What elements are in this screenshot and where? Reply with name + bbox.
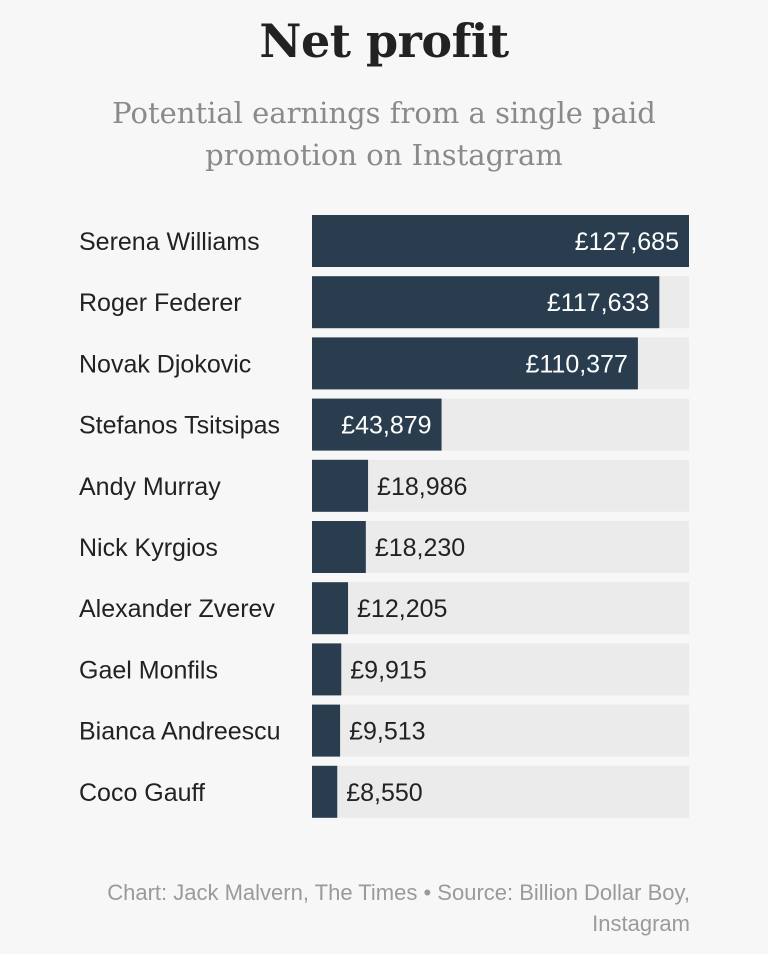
bar <box>312 337 638 390</box>
bar <box>312 643 342 696</box>
category-label: Stefanos Tsitsipas <box>79 412 280 440</box>
bar <box>312 276 660 329</box>
bar <box>312 398 442 451</box>
value-label: £9,513 <box>349 718 425 746</box>
category-label: Andy Murray <box>79 473 221 501</box>
category-label: Roger Federer <box>79 289 242 317</box>
bar <box>312 459 369 512</box>
bar <box>312 521 366 573</box>
bar-track <box>312 765 689 818</box>
value-label: £18,986 <box>377 473 467 501</box>
bar-chart: Serena Williams £127,685 Roger Federer £117… <box>79 215 689 818</box>
category-label: Coco Gauff <box>79 779 205 807</box>
chart-credit: Chart: Jack Malvern, The Times • Source:… <box>107 880 690 936</box>
category-label: Gael Monfils <box>79 656 218 684</box>
bar-track <box>312 704 689 757</box>
category-label: Alexander Zverev <box>79 595 275 623</box>
value-label: £127,685 <box>575 228 679 256</box>
bar-track <box>312 643 689 696</box>
bar <box>312 582 349 635</box>
bar <box>312 215 689 267</box>
value-label: £9,915 <box>350 656 426 684</box>
category-label: Nick Kyrgios <box>79 534 218 562</box>
chart-subtitle: Potential earnings from a single paid pr… <box>112 96 656 172</box>
bar-track <box>312 459 689 512</box>
value-label: £110,377 <box>525 350 627 378</box>
category-label: Novak Djokovic <box>79 350 251 378</box>
value-label: £43,879 <box>341 412 431 440</box>
bar-track <box>312 521 689 573</box>
category-label: Serena Williams <box>79 228 260 256</box>
bar-track <box>312 582 689 635</box>
category-label: Bianca Andreescu <box>79 718 281 746</box>
chart-title: Net profit <box>259 14 509 68</box>
value-label: £18,230 <box>375 534 465 562</box>
value-label: £8,550 <box>346 779 422 807</box>
bar <box>312 765 338 818</box>
bar <box>312 704 341 757</box>
value-label: £12,205 <box>357 595 447 623</box>
value-label: £117,633 <box>547 289 649 317</box>
